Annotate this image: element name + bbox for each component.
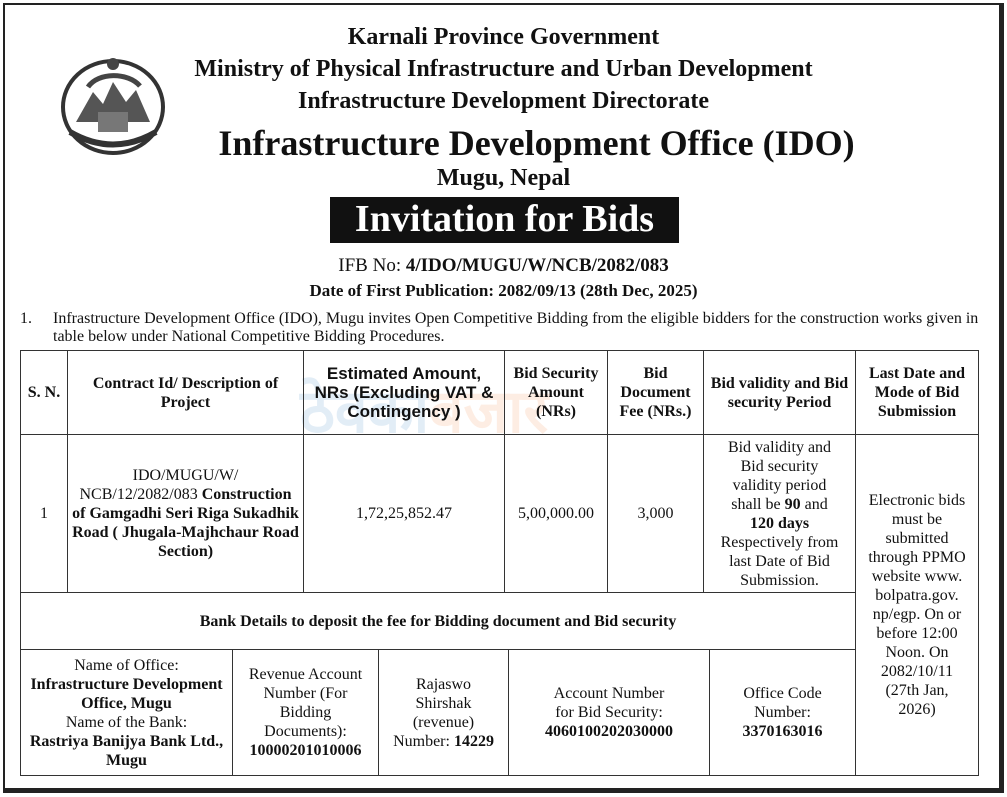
ifb-number: IFB No: 4/IDO/MUGU/W/NCB/2082/083 (338, 255, 669, 276)
row-document-fee: 3,000 (607, 434, 704, 593)
directorate-name: Infrastructure Development Directorate (298, 88, 709, 114)
intro-paragraph: 1. Infrastructure Development Office (IDO… (20, 310, 979, 345)
header-estimated-amount: Estimated Amount, NRs (Excluding VAT & C… (303, 350, 505, 435)
row-estimated-amount: 1,72,25,852.47 (303, 434, 505, 593)
header-sn: S. N. (20, 350, 68, 435)
office-location: Mugu, Nepal (436, 165, 571, 191)
ministry-name: Ministry of Physical Infrastructure and … (194, 56, 813, 82)
publication-date: Date of First Publication: 2082/09/13 (2… (309, 281, 698, 300)
page-border (3, 3, 1004, 793)
office-code-cell: Office Code Number: 3370163016 (709, 649, 856, 776)
header-validity: Bid validity and Bid security Period (703, 350, 856, 435)
province-name: Karnali Province Government (347, 24, 660, 50)
office-name: Infrastructure Development Office (IDO) (218, 123, 855, 163)
header-document-fee: Bid Document Fee (NRs.) (607, 350, 704, 435)
row-submission: Electronic bids must be submitted throug… (855, 434, 979, 776)
row-bid-security: 5,00,000.00 (504, 434, 608, 593)
row-validity: Bid validity and Bid security validity p… (703, 434, 856, 593)
revenue-account-cell: Revenue Account Number (For Bidding Docu… (232, 649, 379, 776)
nepal-emblem-logo (61, 58, 165, 155)
header-bid-security: Bid Security Amount (NRs) (504, 350, 608, 435)
rajaswo-cell: Rajaswo Shirshak (revenue) Number: 14229 (378, 649, 509, 776)
header-description: Contract Id/ Description of Project (67, 350, 304, 435)
bank-office-cell: Name of Office: Infrastructure Developmen… (20, 649, 233, 776)
bank-details-heading: Bank Details to deposit the fee for Bidd… (20, 592, 856, 650)
header-last-date: Last Date and Mode of Bid Submission (855, 350, 979, 435)
bid-security-account-cell: Account Number for Bid Security: 40601002… (508, 649, 710, 776)
watermark: ठेक्काबजार (300, 377, 549, 447)
row-sn: 1 (20, 434, 68, 593)
notice-title: Invitation for Bids (330, 197, 679, 243)
row-description: IDO/MUGU/W/ NCB/12/2082/083 Construction… (67, 434, 304, 593)
